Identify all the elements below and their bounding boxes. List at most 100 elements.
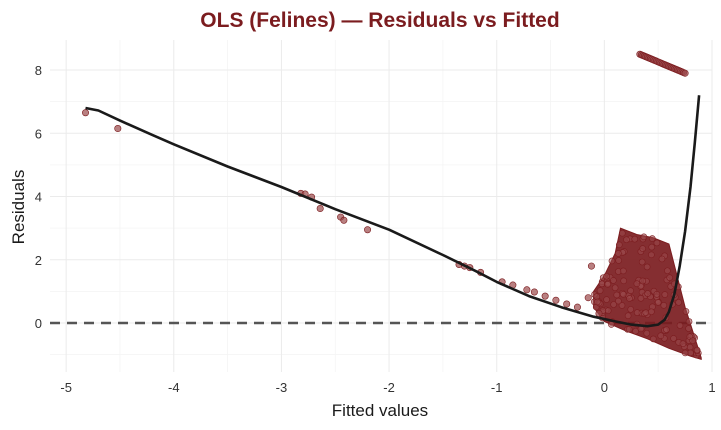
- x-tick-label: -4: [168, 380, 180, 395]
- x-axis-ticks: -5 -4 -3 -2 -1 0 1: [60, 380, 715, 395]
- band-point: [666, 274, 674, 281]
- y-axis-label: Residuals: [9, 170, 28, 245]
- scatter-point: [530, 288, 538, 296]
- band-point: [654, 299, 662, 306]
- scatter-point: [340, 216, 348, 224]
- band-point: [643, 329, 651, 337]
- band-point: [620, 267, 627, 275]
- band-point: [596, 287, 604, 294]
- band-point: [682, 308, 690, 315]
- dense-residual-band-group: [591, 227, 702, 361]
- scatter-point: [541, 292, 549, 300]
- band-point: [660, 301, 668, 309]
- band-point: [618, 302, 626, 309]
- band-point: [615, 297, 622, 305]
- band-point: [689, 337, 696, 345]
- y-axis-ticks: 0 2 4 6 8: [35, 63, 42, 331]
- band-point: [642, 309, 650, 316]
- band-point: [631, 235, 639, 243]
- band-point: [608, 257, 616, 265]
- band-point: [627, 287, 634, 295]
- scatter-points: [82, 50, 689, 318]
- high-residual-point: [681, 69, 689, 77]
- band-point: [664, 267, 671, 275]
- scatter-point: [552, 296, 560, 304]
- band-point: [649, 335, 657, 343]
- scatter-point: [316, 205, 324, 213]
- band-point: [675, 299, 682, 306]
- x-tick-label: -1: [491, 380, 503, 395]
- band-point: [615, 257, 622, 264]
- band-point: [685, 325, 692, 332]
- band-point: [615, 241, 623, 249]
- band-point: [604, 281, 612, 288]
- band-point: [627, 306, 635, 313]
- band-point: [623, 236, 630, 244]
- band-point: [661, 291, 669, 298]
- band-point: [610, 277, 617, 284]
- band-point: [676, 322, 684, 329]
- band-point: [594, 298, 601, 306]
- x-tick-label: 0: [601, 380, 608, 395]
- band-point: [693, 346, 701, 354]
- band-point: [640, 233, 648, 241]
- band-point: [644, 290, 651, 297]
- band-point: [648, 243, 656, 251]
- band-point: [657, 332, 665, 340]
- band-point: [658, 255, 666, 263]
- band-point: [685, 318, 693, 325]
- scatter-point: [114, 125, 122, 133]
- band-point: [619, 229, 626, 237]
- band-point: [603, 296, 610, 303]
- y-tick-label: 6: [35, 126, 42, 141]
- x-tick-label: -3: [276, 380, 288, 395]
- scatter-point: [584, 294, 592, 302]
- scatter-point: [563, 300, 571, 308]
- scatter-point: [595, 310, 603, 318]
- band-point: [613, 291, 621, 299]
- chart-title: OLS (Felines) — Residuals vs Fitted: [200, 9, 559, 32]
- band-point: [615, 250, 622, 257]
- y-tick-label: 8: [35, 63, 42, 78]
- band-point: [603, 272, 610, 280]
- band-point: [610, 301, 617, 308]
- band-point: [638, 258, 646, 266]
- band-point: [648, 251, 655, 259]
- grid-lines: [50, 40, 713, 372]
- scatter-point: [573, 303, 581, 311]
- band-point: [679, 340, 687, 347]
- band-point: [625, 326, 633, 333]
- band-point: [681, 349, 689, 357]
- band-point: [653, 239, 661, 247]
- x-tick-label: -5: [60, 380, 72, 395]
- smooth-trend-line: [85, 95, 701, 328]
- band-point: [670, 335, 677, 342]
- band-point: [686, 343, 694, 351]
- x-axis-label: Fitted values: [332, 401, 428, 420]
- band-point: [626, 295, 633, 302]
- band-point: [639, 277, 647, 285]
- y-tick-label: 0: [35, 316, 42, 331]
- band-point: [637, 294, 645, 302]
- y-tick-label: 4: [35, 190, 42, 205]
- band-point: [633, 309, 641, 316]
- band-point: [639, 245, 647, 252]
- scatter-point: [82, 109, 90, 117]
- y-tick-label: 2: [35, 253, 42, 268]
- band-point: [653, 290, 661, 298]
- band-point: [593, 293, 601, 300]
- x-tick-label: 1: [708, 380, 715, 395]
- band-point: [611, 284, 619, 292]
- smooth-curve-group: [85, 95, 701, 328]
- band-point: [624, 312, 632, 319]
- scatter-point: [523, 286, 531, 294]
- band-point: [648, 308, 655, 316]
- band-point: [632, 327, 639, 335]
- band-point: [663, 326, 670, 333]
- band-point: [643, 263, 651, 271]
- band-point: [620, 277, 627, 285]
- band-point: [633, 280, 641, 288]
- scatter-point: [587, 262, 595, 270]
